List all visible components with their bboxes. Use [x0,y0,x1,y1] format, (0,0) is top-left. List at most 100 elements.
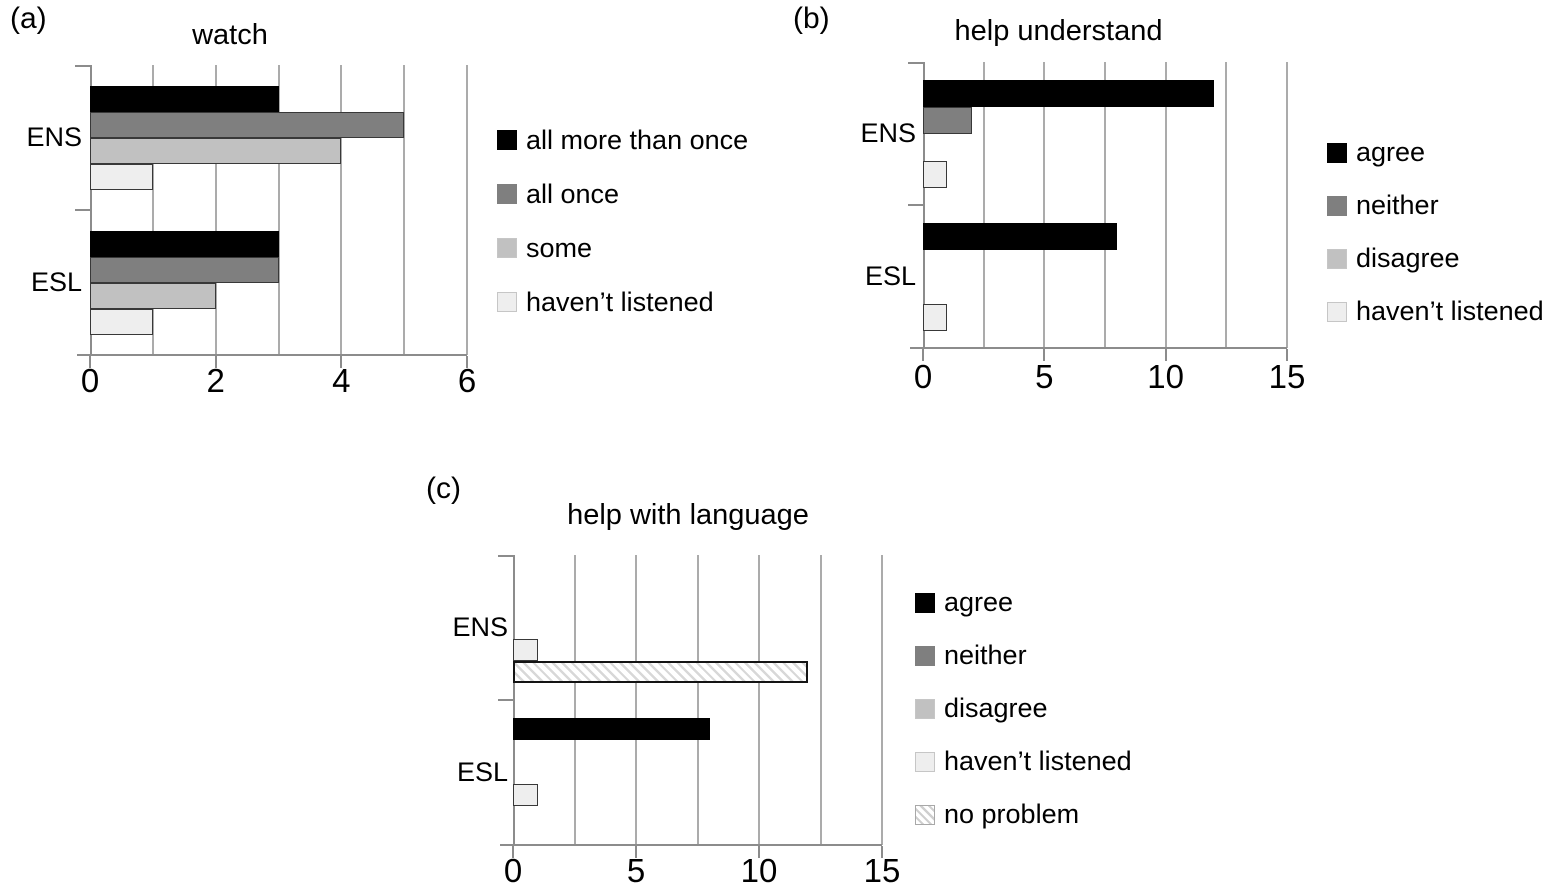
bar-all-once-esl [90,256,279,283]
x-axis-tick [1286,349,1288,361]
x-axis-tick [1043,349,1046,361]
legend-swatch-haven-t-listened [915,751,935,772]
bar-group-esl [513,700,882,845]
legend-swatch-agree [1327,142,1347,163]
bar-slot [923,79,1287,107]
x-tick-label: 4 [332,362,351,399]
legend: agree neither disagree haven’t listened [1327,126,1544,338]
bar-group-esl [923,205,1287,348]
gridline [881,555,883,845]
category-label-ens: ENS [860,118,916,148]
bar-no-problem-ens [513,660,809,683]
legend-label: no problem [944,799,1080,829]
legend-swatch-agree [915,592,935,613]
x-tick-label: 5 [1035,358,1054,395]
panel-label: (a) [10,2,47,35]
bar-slot [513,783,882,806]
legend-swatch-all-once [497,184,517,204]
bar-slot [923,160,1287,188]
bar-slot [923,303,1287,331]
bar-slot [513,617,882,639]
x-tick-label: 10 [1147,358,1185,395]
x-tick-label: 0 [503,852,523,889]
x-tick-label: 5 [626,852,646,889]
gridline [573,555,576,845]
category-label-esl: ESL [864,261,916,291]
chart-title: help understand [954,15,1163,47]
legend-swatch-all-more-than-once [497,130,517,150]
x-tick-label: 10 [740,852,778,889]
bar-slot [513,573,882,595]
legend-label: haven’t listened [1356,296,1544,326]
legend-item-disagree: disagree [915,682,1132,735]
legend-label: haven’t listened [944,746,1132,776]
bar-group-ens [923,62,1287,205]
gridline [982,62,985,348]
legend-label: haven’t listened [526,286,714,317]
x-axis-tick [89,356,91,368]
bar-all-once-ens [90,111,405,138]
legend-label: all once [526,178,620,209]
legend-label: disagree [944,693,1048,723]
legend-label: agree [1356,137,1426,167]
bar-agree-ens [923,79,1215,107]
y-axis-line [513,555,515,845]
x-axis-tick [214,356,217,368]
gridline [1286,62,1288,348]
bar-haven-t-listened-esl [923,303,948,331]
legend-label: disagree [1356,243,1460,273]
bar-slot [513,762,882,784]
legend-label: all more than once [526,124,749,155]
bar-slot [90,137,467,164]
x-axis-tick [922,349,924,361]
y-axis-tick [908,62,923,64]
x-axis-line [77,354,467,356]
bar-slot [513,806,882,828]
legend-item-haven-t-listened: haven’t listened [1327,285,1544,338]
x-axis-tick [512,846,514,858]
y-axis-tick [498,555,513,557]
gridline [1104,62,1106,348]
gridline [696,555,699,845]
bar-agree-esl [513,717,710,740]
bar-slot [923,106,1287,134]
gridline [635,555,637,845]
bar-slot [90,282,467,309]
y-axis-tick [498,699,513,701]
x-axis-tick [881,846,883,858]
x-tick-label: 0 [913,358,933,395]
legend-label: some [526,232,593,263]
gridline [1225,62,1228,348]
bar-slot [90,111,467,138]
gridline [214,65,217,355]
bar-neither-ens [923,106,972,134]
gridline [1043,62,1046,348]
legend-item-neither: neither [915,629,1132,682]
x-axis-tick [340,356,343,368]
bar-haven-t-listened-ens [513,638,538,661]
x-tick-label: 15 [863,852,901,889]
legend-swatch-neither [1327,195,1347,216]
y-axis-tick [908,204,923,206]
category-label-esl: ESL [30,267,82,297]
x-tick-label: 0 [80,362,100,399]
bar-some-esl [90,282,216,309]
bar-slot [513,660,882,683]
category-label-ens: ENS [452,612,508,642]
legend-item-haven-t-listened: haven’t listened [915,735,1132,788]
bar-haven-t-listened-esl [90,308,153,335]
x-axis-line [500,844,882,846]
y-axis-line [90,65,92,355]
legend-item-disagree: disagree [1327,232,1544,285]
y-axis-tick [75,209,90,211]
bar-group-ens [90,65,467,210]
bar-slot [90,230,467,257]
bar-slot [513,638,882,661]
x-tick-label: 6 [457,362,477,399]
panel-label: (b) [793,2,830,35]
x-axis-tick [1164,349,1167,361]
gridline [758,555,760,845]
